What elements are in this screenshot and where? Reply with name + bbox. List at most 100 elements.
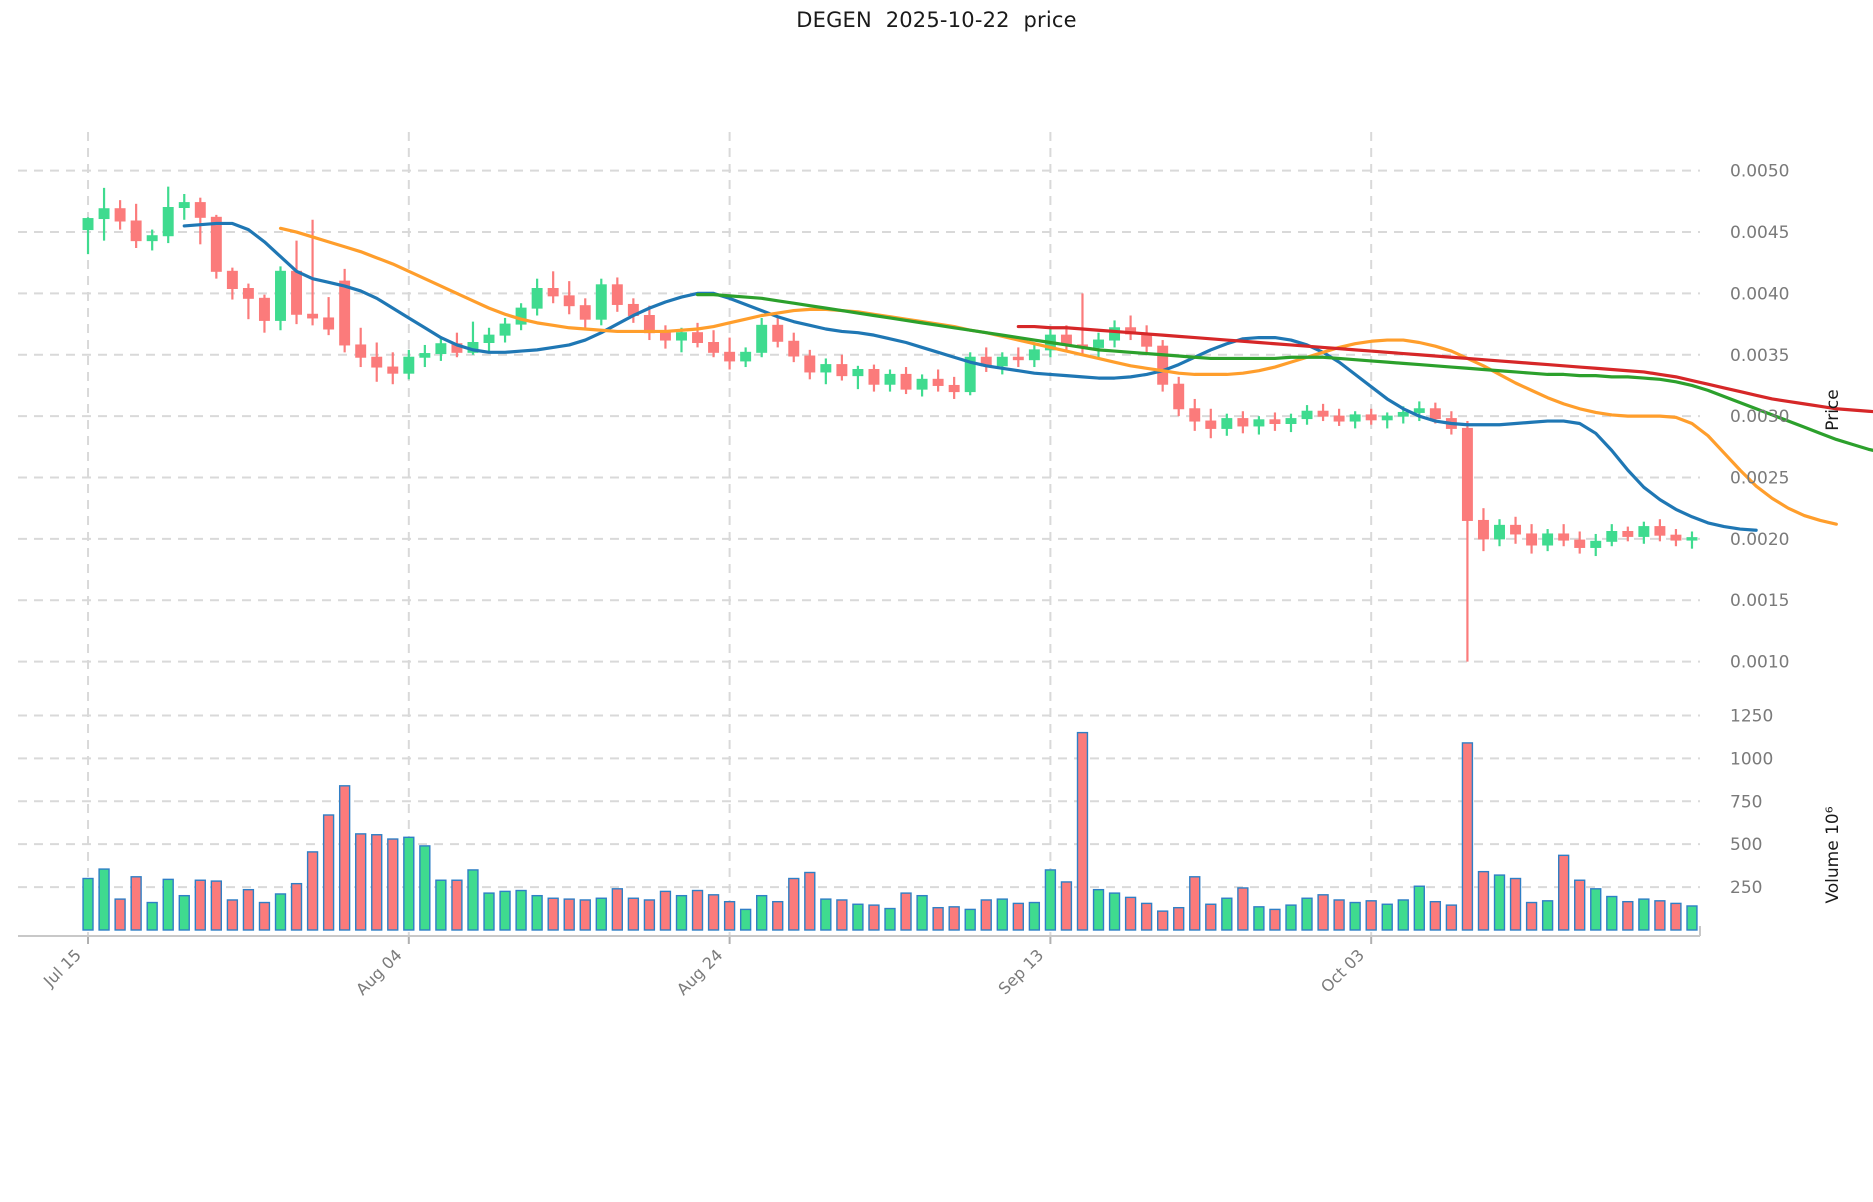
candle-body	[291, 270, 303, 315]
candle-body	[1494, 524, 1505, 540]
volume-bar	[1317, 894, 1329, 931]
volume-bar	[499, 890, 511, 931]
volume-bar	[1413, 885, 1425, 931]
candle-body	[98, 208, 110, 220]
volume-bar	[1397, 899, 1409, 931]
volume-bar	[1012, 902, 1024, 931]
candle-body	[579, 305, 591, 320]
candle-body	[1269, 419, 1281, 424]
candle-body	[852, 369, 864, 377]
candle-body	[130, 220, 142, 242]
candle-body	[659, 332, 671, 341]
volume-bar	[483, 892, 495, 931]
x-tick-label: Aug 04	[352, 945, 406, 999]
candle-body	[1333, 415, 1345, 422]
volume-bar	[1429, 900, 1442, 931]
candle-body	[387, 366, 399, 374]
price-axis-title: Price	[1823, 389, 1843, 430]
candle-body	[242, 288, 254, 299]
candlestick-series	[82, 186, 1698, 662]
volume-bar	[387, 838, 399, 931]
candle-body	[162, 207, 174, 237]
volume-bar	[435, 879, 447, 931]
candle-body	[1157, 345, 1169, 385]
candle-body	[210, 216, 222, 272]
volume-bar	[547, 897, 559, 931]
candle-body	[1510, 524, 1522, 535]
volume-bar	[1461, 742, 1474, 931]
volume-bar	[1173, 906, 1185, 931]
volume-bar	[691, 889, 704, 931]
moving-average-ma_long	[695, 293, 1873, 452]
volume-bar	[1381, 903, 1393, 931]
volume-bar	[403, 836, 415, 931]
volume-tick-label: 250	[1730, 878, 1762, 898]
volume-bar-series	[82, 731, 1698, 931]
volume-bar	[1654, 900, 1666, 931]
volume-bar	[836, 899, 848, 931]
volume-bar	[258, 901, 271, 931]
volume-bar	[1269, 908, 1281, 931]
volume-bar	[868, 904, 880, 931]
price-tick-label: 0.0040	[1730, 284, 1789, 304]
volume-bar	[1124, 896, 1137, 931]
volume-bar	[739, 908, 752, 931]
volume-bar	[226, 899, 239, 931]
volume-bar	[852, 903, 864, 931]
price-tick-label: 0.0035	[1730, 346, 1789, 366]
candle-body	[1317, 410, 1329, 417]
volume-bar	[210, 880, 223, 931]
candle-body	[258, 297, 270, 321]
candle-body	[595, 284, 607, 320]
candle-body	[1526, 533, 1538, 546]
candle-body	[1574, 539, 1586, 548]
candle-body	[1109, 327, 1121, 341]
price-tick-label: 0.0050	[1730, 162, 1789, 182]
candle-body	[355, 344, 367, 358]
volume-bar	[1076, 731, 1089, 931]
x-tick-label: Jul 15	[39, 945, 85, 991]
candle-body	[724, 351, 736, 362]
candle-body	[948, 384, 960, 393]
x-tick-label: Oct 03	[1317, 945, 1368, 996]
volume-bar	[579, 899, 591, 931]
volume-bar	[1108, 892, 1121, 931]
volume-bar	[1301, 897, 1313, 931]
candle-body	[1237, 418, 1249, 427]
candle-body	[692, 332, 703, 344]
candle-body	[1028, 349, 1040, 361]
candle-body	[964, 356, 976, 393]
x-tick-label: Sep 13	[994, 945, 1047, 998]
candle-body	[82, 218, 94, 231]
volume-bar	[162, 878, 174, 931]
candle-body	[515, 307, 527, 325]
volume-bar	[531, 894, 543, 931]
candle-body	[146, 235, 158, 242]
volume-bar	[1237, 887, 1249, 931]
volume-bar	[371, 834, 383, 931]
candle-body	[1622, 531, 1634, 537]
candle-body	[1205, 420, 1217, 429]
volume-bar	[1622, 900, 1634, 931]
volume-bar	[707, 894, 720, 931]
candle-body	[1381, 415, 1393, 421]
volume-bar	[1606, 895, 1618, 931]
price-tick-label: 0.0010	[1730, 653, 1789, 673]
volume-bar	[788, 877, 800, 931]
volume-bar	[1349, 901, 1361, 931]
volume-bar	[1157, 910, 1169, 931]
candle-body	[547, 288, 559, 297]
candle-body	[435, 343, 447, 355]
volume-bar	[1205, 903, 1217, 931]
volume-bar	[1574, 879, 1586, 931]
candle-body	[226, 270, 238, 289]
candle-body	[1253, 419, 1265, 427]
moving-average-ma_short	[182, 221, 1758, 532]
price-tick-label: 0.0020	[1730, 530, 1789, 550]
volume-bar	[1477, 870, 1490, 931]
volume-bar	[1525, 901, 1538, 931]
volume-bar	[82, 877, 94, 931]
volume-bar	[1590, 888, 1602, 931]
candle-body	[339, 280, 351, 346]
candle-body	[194, 202, 206, 218]
